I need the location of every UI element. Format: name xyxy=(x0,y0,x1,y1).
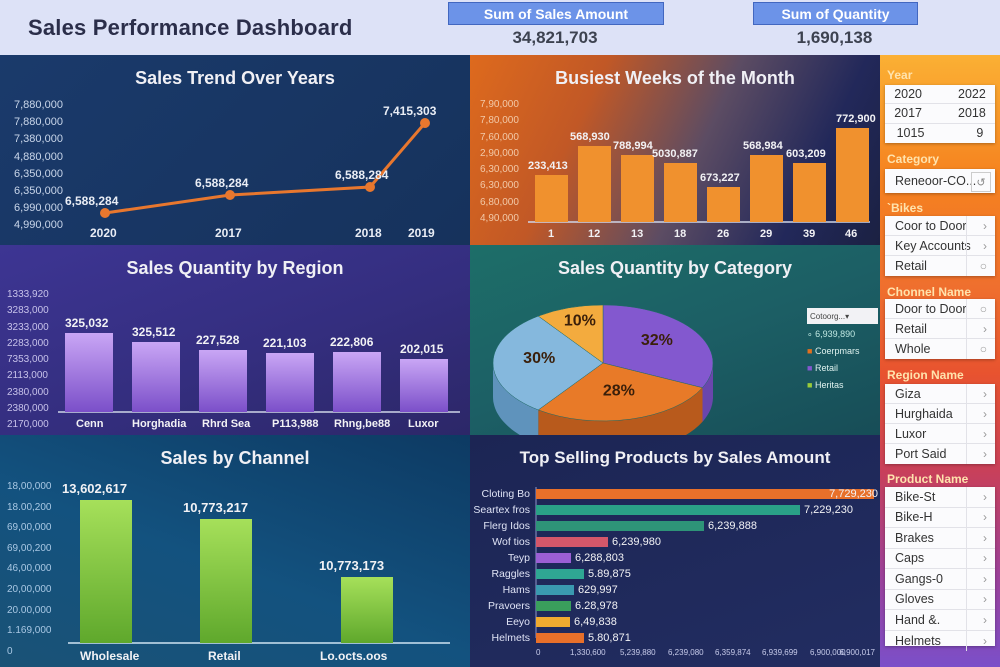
svg-text:227,528: 227,528 xyxy=(196,333,240,347)
svg-text:568,930: 568,930 xyxy=(570,131,610,143)
svg-text:6,588,284: 6,588,284 xyxy=(65,194,119,208)
svg-text:Rhng,be88: Rhng,be88 xyxy=(334,418,390,430)
svg-text:788,994: 788,994 xyxy=(613,140,654,152)
svg-text:Helmets: Helmets xyxy=(491,632,530,644)
svg-text:Hams: Hams xyxy=(503,584,530,596)
svg-text:10,773,217: 10,773,217 xyxy=(183,500,248,515)
svg-text:629,997: 629,997 xyxy=(578,584,618,596)
svg-text:Pravoers: Pravoers xyxy=(488,600,530,612)
svg-text:6,239,980: 6,239,980 xyxy=(612,536,661,548)
svg-text:0: 0 xyxy=(536,648,541,657)
svg-text:Raggles: Raggles xyxy=(491,568,530,580)
svg-text:13,602,617: 13,602,617 xyxy=(62,481,127,496)
svg-text:Flerg Idos: Flerg Idos xyxy=(483,520,530,532)
svg-text:2017: 2017 xyxy=(215,226,242,240)
svg-text:18: 18 xyxy=(674,228,686,240)
svg-text:6,359,874: 6,359,874 xyxy=(715,648,751,657)
svg-text:Teyp: Teyp xyxy=(508,552,530,564)
svg-text:7,229,230: 7,229,230 xyxy=(804,504,853,516)
svg-text:772,900: 772,900 xyxy=(836,113,876,125)
svg-text:1: 1 xyxy=(548,228,554,240)
svg-text:202,015: 202,015 xyxy=(400,342,444,356)
svg-text:Horghadia: Horghadia xyxy=(132,418,187,430)
svg-text:Luxor: Luxor xyxy=(408,418,439,430)
svg-text:13: 13 xyxy=(631,228,643,240)
svg-text:2020: 2020 xyxy=(90,226,117,240)
svg-text:10%: 10% xyxy=(564,313,596,330)
svg-text:Seartex fros: Seartex fros xyxy=(473,504,530,516)
svg-text:10,773,173: 10,773,173 xyxy=(319,558,384,573)
svg-text:Cloting Bo: Cloting Bo xyxy=(482,488,531,500)
svg-text:6,588,284: 6,588,284 xyxy=(335,168,389,182)
svg-text:Cenn: Cenn xyxy=(76,418,104,430)
svg-text:325,032: 325,032 xyxy=(65,316,109,330)
svg-text:6,239,888: 6,239,888 xyxy=(708,520,757,532)
svg-text:5,239,880: 5,239,880 xyxy=(620,648,656,657)
svg-text:2019: 2019 xyxy=(408,226,435,240)
svg-text:26: 26 xyxy=(717,228,729,240)
svg-text:Retail: Retail xyxy=(208,649,241,663)
svg-text:29: 29 xyxy=(760,228,772,240)
svg-text:2018: 2018 xyxy=(355,226,382,240)
svg-text:6,588,284: 6,588,284 xyxy=(195,176,249,190)
svg-text:233,413: 233,413 xyxy=(528,160,568,172)
svg-text:39: 39 xyxy=(803,228,815,240)
svg-text:603,209: 603,209 xyxy=(786,148,826,160)
svg-text:Eeyo: Eeyo xyxy=(506,616,530,628)
svg-text:6,49,838: 6,49,838 xyxy=(574,616,617,628)
svg-text:6,239,080: 6,239,080 xyxy=(668,648,704,657)
svg-text:28%: 28% xyxy=(603,383,635,400)
svg-text:6,288,803: 6,288,803 xyxy=(575,552,624,564)
svg-text:12: 12 xyxy=(588,228,600,240)
svg-text:673,227: 673,227 xyxy=(700,172,740,184)
svg-text:325,512: 325,512 xyxy=(132,325,176,339)
svg-text:6,939,699: 6,939,699 xyxy=(762,648,798,657)
svg-text:Wof tios: Wof tios xyxy=(492,536,530,548)
svg-text:30%: 30% xyxy=(523,350,555,367)
svg-text:6.28,978: 6.28,978 xyxy=(575,600,618,612)
svg-text:Rhrd Sea: Rhrd Sea xyxy=(202,418,251,430)
svg-text:Wholesale: Wholesale xyxy=(80,649,140,663)
svg-text:222,806: 222,806 xyxy=(330,335,374,349)
svg-text:7,729,230: 7,729,230 xyxy=(829,488,878,500)
svg-text:5.89,875: 5.89,875 xyxy=(588,568,631,580)
svg-text:6,900,017: 6,900,017 xyxy=(839,648,875,657)
svg-text:568,984: 568,984 xyxy=(743,140,784,152)
svg-text:Lo.octs.oos: Lo.octs.oos xyxy=(320,649,388,663)
svg-text:P113,988: P113,988 xyxy=(272,418,319,430)
svg-text:1,330,600: 1,330,600 xyxy=(570,648,606,657)
svg-text:7,415,303: 7,415,303 xyxy=(383,104,437,118)
svg-text:5.80,871: 5.80,871 xyxy=(588,632,631,644)
svg-text:5030,887: 5030,887 xyxy=(652,148,698,160)
svg-text:221,103: 221,103 xyxy=(263,336,307,350)
svg-text:32%: 32% xyxy=(641,332,673,349)
svg-text:46: 46 xyxy=(845,228,857,240)
